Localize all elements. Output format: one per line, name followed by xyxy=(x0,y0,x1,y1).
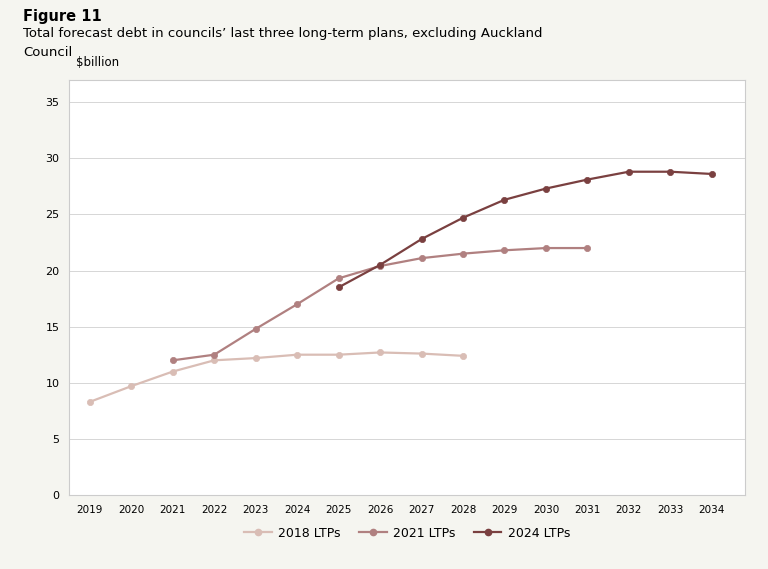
Text: Council: Council xyxy=(23,46,72,59)
Text: Total forecast debt in councils’ last three long-term plans, excluding Auckland: Total forecast debt in councils’ last th… xyxy=(23,27,542,40)
Text: $billion: $billion xyxy=(76,56,119,69)
Legend: 2018 LTPs, 2021 LTPs, 2024 LTPs: 2018 LTPs, 2021 LTPs, 2024 LTPs xyxy=(239,522,575,545)
Text: Figure 11: Figure 11 xyxy=(23,9,102,23)
